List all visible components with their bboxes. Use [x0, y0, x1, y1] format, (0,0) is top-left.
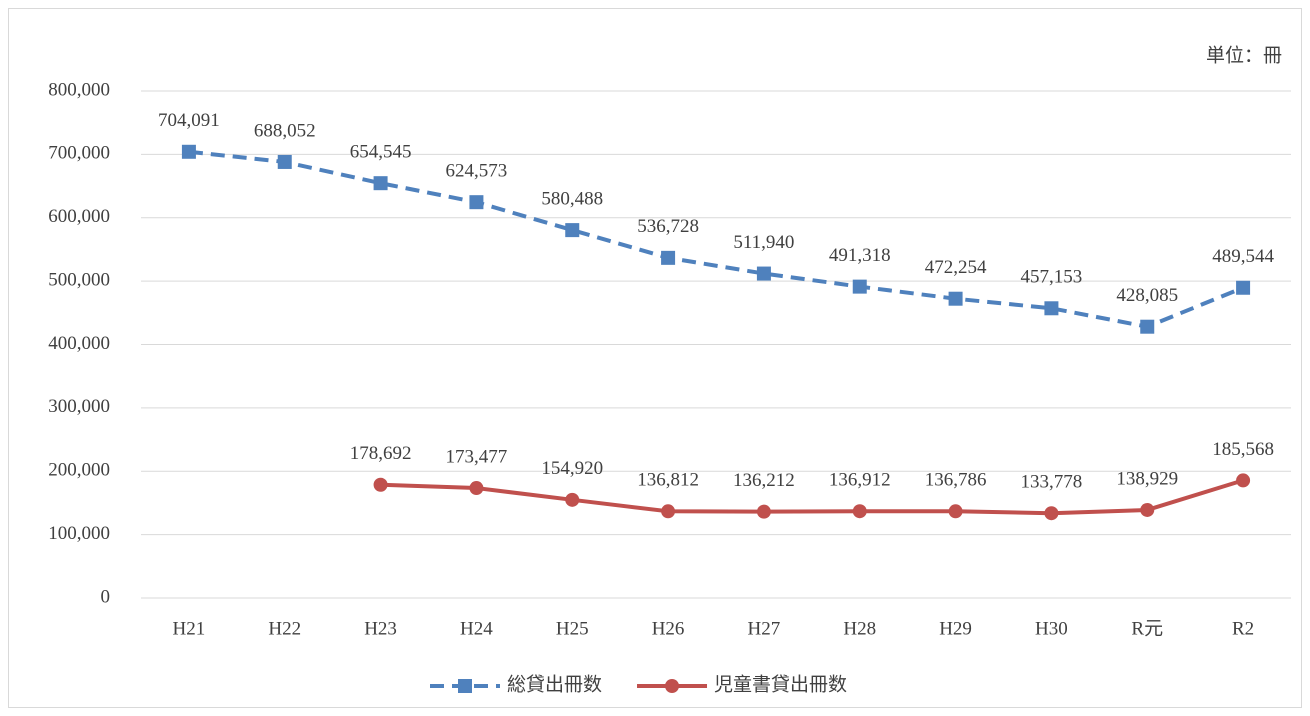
data-label: 136,912	[829, 470, 891, 491]
data-label: 136,812	[637, 470, 699, 491]
marker	[181, 144, 196, 159]
data-label: 133,778	[1021, 472, 1083, 493]
x-tick-label: H28	[843, 618, 876, 639]
data-label: 489,544	[1212, 246, 1274, 267]
x-tick-label: H22	[268, 618, 301, 639]
marker	[373, 477, 388, 492]
series-line	[380, 478, 1244, 516]
x-tick-label: R2	[1232, 618, 1254, 639]
data-label: 654,545	[350, 142, 412, 163]
marker	[469, 481, 484, 496]
marker	[948, 504, 963, 519]
y-tick-label: 500,000	[48, 269, 110, 290]
y-tick-label: 0	[101, 586, 111, 607]
unit-annotation: 単位：冊	[1206, 44, 1282, 66]
data-label: 624,573	[446, 161, 508, 182]
data-label: 154,920	[541, 458, 603, 479]
marker	[1236, 280, 1251, 295]
data-label: 472,254	[925, 257, 987, 278]
marker	[756, 504, 771, 519]
marker	[277, 154, 292, 169]
marker	[565, 223, 580, 238]
data-label: 136,212	[733, 470, 795, 491]
x-tick-label: H29	[939, 618, 972, 639]
marker	[1140, 502, 1155, 517]
data-label: 457,153	[1021, 267, 1083, 288]
marker	[852, 504, 867, 519]
x-tick-label: H26	[652, 618, 685, 639]
legend-marker	[665, 679, 680, 693]
data-label: 185,568	[1212, 439, 1274, 460]
x-tick-label: R元	[1131, 618, 1163, 639]
data-label: 580,488	[541, 188, 603, 209]
legend-label: 児童書貸出冊数	[714, 673, 847, 695]
marker	[948, 291, 963, 306]
y-tick-label: 400,000	[48, 333, 110, 354]
marker	[1236, 473, 1251, 488]
marker	[756, 266, 771, 281]
legend-label: 総貸出冊数	[507, 673, 602, 695]
data-label: 428,085	[1116, 285, 1178, 306]
y-tick-label: 300,000	[48, 396, 110, 417]
marker	[661, 504, 676, 519]
x-tick-label: H25	[556, 618, 589, 639]
y-tick-label: 100,000	[48, 523, 110, 544]
data-label: 173,477	[446, 446, 508, 467]
y-tick-label: 200,000	[48, 460, 110, 481]
series-line	[188, 149, 1244, 329]
marker	[469, 195, 484, 210]
x-tick-label: H21	[173, 618, 206, 639]
marker	[852, 279, 867, 294]
y-tick-label: 600,000	[48, 206, 110, 227]
marker	[565, 492, 580, 507]
x-tick-label: H24	[460, 618, 493, 639]
data-label: 136,786	[925, 470, 987, 491]
marker	[373, 176, 388, 191]
legend-marker	[458, 679, 472, 693]
marker	[1140, 319, 1155, 334]
marker	[1044, 301, 1059, 316]
data-label: 704,091	[158, 110, 220, 131]
data-label: 178,692	[350, 443, 412, 464]
data-label: 536,728	[637, 216, 699, 237]
data-label: 491,318	[829, 245, 891, 266]
y-tick-label: 700,000	[48, 143, 110, 164]
y-tick-label: 800,000	[48, 79, 110, 100]
marker	[661, 250, 676, 265]
marker	[1044, 506, 1059, 521]
data-label: 688,052	[254, 120, 316, 141]
x-tick-label: H23	[364, 618, 397, 639]
data-label: 511,940	[733, 232, 794, 253]
data-label: 138,929	[1116, 468, 1178, 489]
x-tick-label: H27	[748, 618, 781, 639]
chart-border	[8, 8, 1302, 708]
x-tick-label: H30	[1035, 618, 1068, 639]
